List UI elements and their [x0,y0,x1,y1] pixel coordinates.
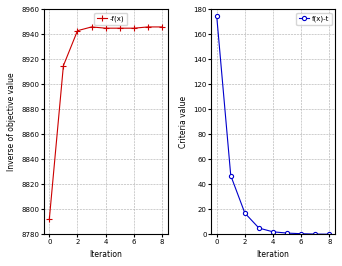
Legend: -f(x): -f(x) [94,13,127,25]
f(x)-t [243,211,247,215]
X-axis label: Iteration: Iteration [256,250,289,259]
f(x)-t [271,230,275,234]
Legend: f(x)-t: f(x)-t [296,13,332,25]
-f(x) [47,218,51,221]
-f(x) [90,25,94,28]
-f(x) [61,64,65,67]
-f(x) [146,25,150,28]
Line: f(x)-t: f(x)-t [214,14,331,236]
f(x)-t [327,232,331,236]
Y-axis label: Inverse of objective value: Inverse of objective value [7,73,16,171]
Y-axis label: Criteria value: Criteria value [179,96,188,148]
-f(x) [76,29,80,32]
X-axis label: Iteration: Iteration [89,250,122,259]
-f(x) [160,25,164,28]
f(x)-t [299,232,303,235]
f(x)-t [215,14,219,17]
-f(x) [104,27,108,30]
-f(x) [118,27,122,30]
f(x)-t [285,231,289,235]
f(x)-t [313,232,317,236]
Line: -f(x): -f(x) [47,24,165,222]
f(x)-t [229,174,233,177]
-f(x) [132,27,136,30]
f(x)-t [257,226,261,230]
